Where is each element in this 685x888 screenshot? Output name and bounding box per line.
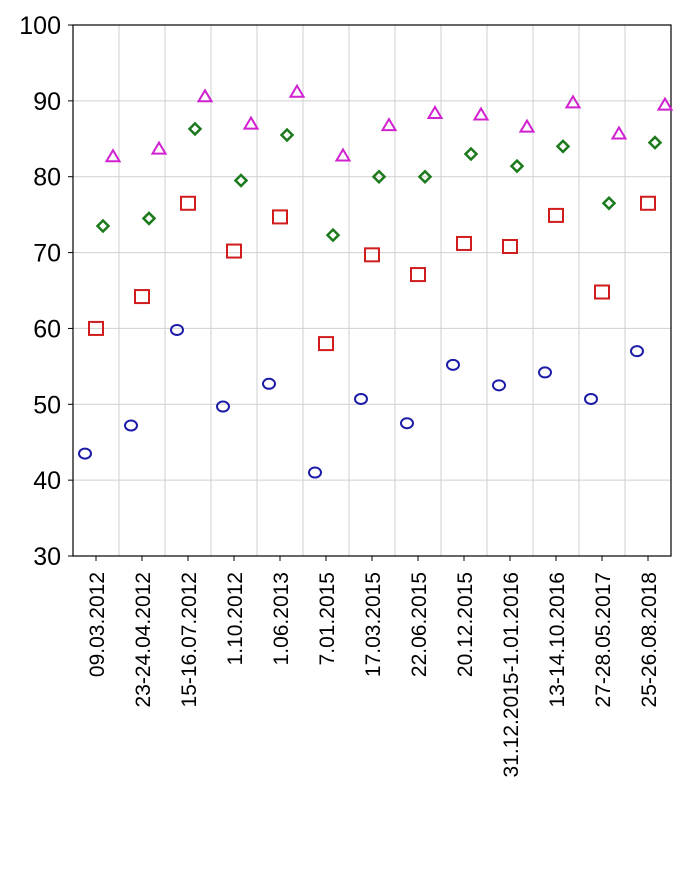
y-tick-label: 90 [33,88,61,116]
triangle-marker [334,147,352,162]
y-tick-label: 80 [33,164,61,192]
diamond-marker [233,173,249,188]
y-tick-label: 60 [33,315,61,343]
diamond-marker [95,218,111,234]
circle-marker [584,392,598,405]
triangle-marker [150,140,168,155]
triangle-marker [656,96,674,111]
y-tick-label: 100 [19,12,61,40]
diamond-marker [371,169,387,184]
circle-marker [308,466,322,479]
diamond-marker [141,211,157,226]
diamond-marker [647,135,663,150]
triangle-marker [610,125,628,140]
triangle-marker [104,148,122,163]
diamond-marker [509,158,525,174]
triangle-marker [518,118,536,133]
circle-marker [354,392,368,405]
circle-marker [400,417,414,430]
y-tick-label: 30 [33,543,61,571]
square-marker [548,207,564,223]
x-tick-label: 22.06.2015 [408,572,431,677]
circle-marker [78,447,92,460]
plot-frame [72,24,672,557]
y-tick-label: 50 [33,391,61,419]
x-tick-label: 25-26.08.2018 [638,572,661,707]
circle-marker [446,358,460,371]
diamond-marker [463,146,479,162]
circle-marker [630,345,644,358]
triangle-marker [242,115,260,130]
diamond-marker [187,121,203,137]
circle-marker [492,379,506,392]
triangle-marker [564,94,582,109]
square-marker [640,195,656,211]
triangle-marker [426,105,444,119]
square-marker [410,267,426,283]
triangle-marker [196,88,214,103]
circle-marker [124,419,138,432]
triangle-marker [380,117,398,132]
square-marker [364,247,380,263]
x-tick-label: 09.03.2012 [86,572,109,677]
circle-marker [170,323,184,336]
diamond-marker [601,195,617,211]
diamond-marker [417,169,433,184]
square-marker [134,289,150,305]
square-marker [272,209,288,225]
x-tick-label: 27-28.05.2017 [592,572,615,707]
x-tick-label: 13-14.10.2016 [546,572,569,707]
triangle-marker [288,83,306,98]
diamond-marker [325,227,341,243]
square-marker [318,336,334,352]
diamond-marker [555,139,571,154]
square-marker [502,239,518,255]
x-tick-label: 7.01.2015 [316,572,339,665]
x-tick-label: 1.10.2012 [224,572,247,665]
x-tick-label: 23-24.04.2012 [132,572,155,707]
square-marker [226,243,242,259]
square-marker [180,195,196,211]
y-tick-label: 70 [33,240,61,268]
x-tick-label: 17.03.2015 [362,572,385,677]
triangle-marker [472,106,490,121]
x-tick-label: 1.06.2013 [270,572,293,665]
square-marker [88,320,104,336]
square-marker [594,284,610,300]
x-tick-label: 31.12.2015-1.01.2016 [500,572,523,778]
diamond-marker [279,127,295,143]
y-tick-label: 40 [33,467,61,495]
circle-marker [538,366,552,379]
x-tick-label: 20.12.2015 [454,572,477,677]
circle-marker [262,377,276,390]
x-tick-label: 15-16.07.2012 [178,572,201,707]
circle-marker [216,400,230,413]
square-marker [456,235,472,251]
